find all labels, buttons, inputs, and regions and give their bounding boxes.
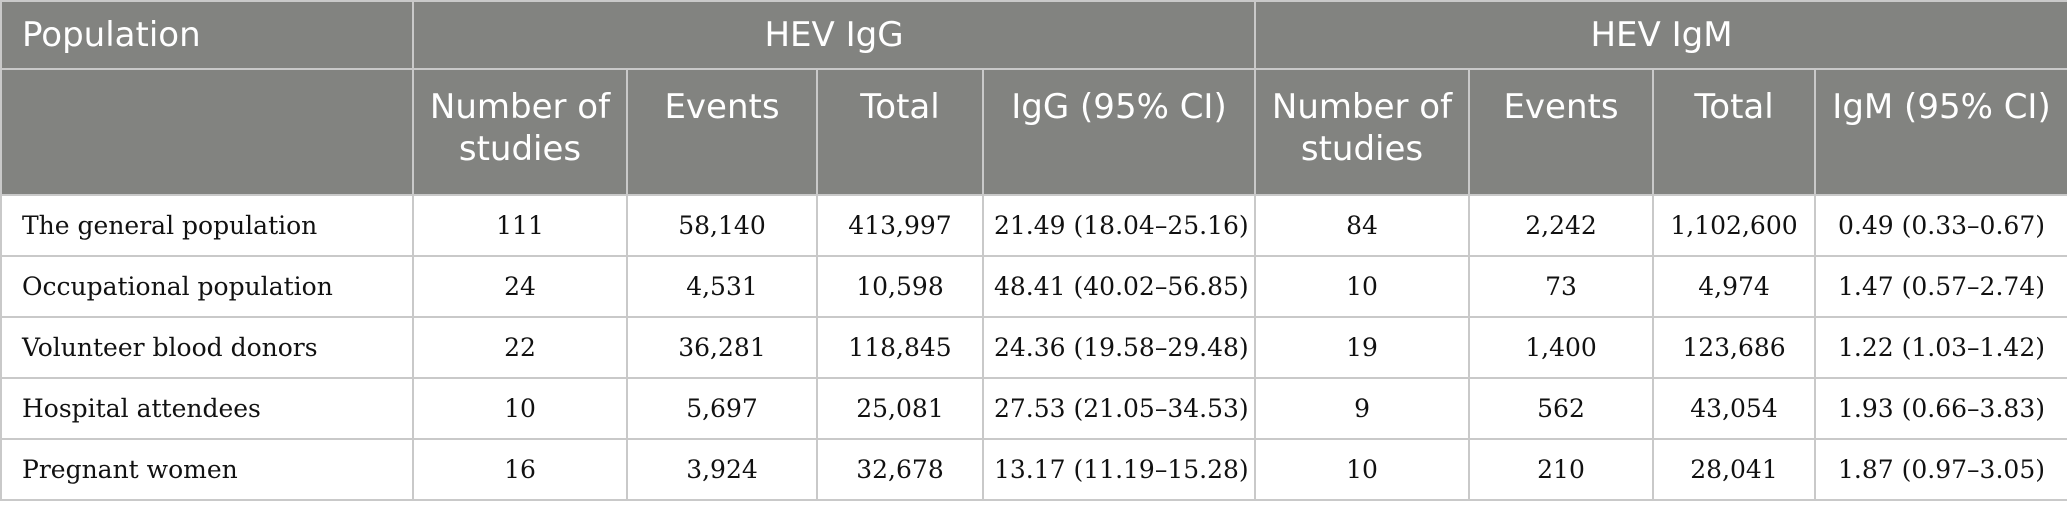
cell-igg-ci: 13.17 (11.19–15.28) (981, 438, 1257, 501)
cell-igm-ci: 1.87 (0.97–3.05) (1814, 438, 2067, 501)
cell-igg-total: 118,845 (816, 316, 984, 379)
cell-igg-total: 10,598 (816, 255, 984, 318)
cell-igg-events: 36,281 (626, 316, 818, 379)
table-row: Hospital attendees 10 5,697 25,081 27.53… (0, 377, 2067, 440)
cell-igm-total: 43,054 (1652, 377, 1817, 440)
row-label: Hospital attendees (0, 377, 414, 440)
cell-igm-ci: 1.22 (1.03–1.42) (1814, 316, 2067, 379)
cell-igg-events: 58,140 (626, 194, 818, 257)
header-igm-ci: IgM (95% CI) (1814, 68, 2067, 196)
cell-igm-studies: 10 (1254, 438, 1471, 501)
cell-igg-events: 4,531 (626, 255, 818, 318)
table-row: Pregnant women 16 3,924 32,678 13.17 (11… (0, 438, 2067, 501)
header-population: Population (0, 0, 414, 70)
row-label: Pregnant women (0, 438, 414, 501)
cell-igg-studies: 111 (412, 194, 628, 257)
table-header: Population HEV IgG HEV IgM Number of stu… (0, 0, 2067, 196)
cell-igm-ci: 1.47 (0.57–2.74) (1814, 255, 2067, 318)
cell-igm-total: 28,041 (1652, 438, 1817, 501)
cell-igg-studies: 16 (412, 438, 628, 501)
cell-igg-total: 32,678 (816, 438, 984, 501)
header-igg-total: Total (816, 68, 984, 196)
cell-igm-events: 2,242 (1468, 194, 1655, 257)
cell-igg-ci: 21.49 (18.04–25.16) (981, 194, 1257, 257)
cell-igg-ci: 48.41 (40.02–56.85) (981, 255, 1257, 318)
table-row: Occupational population 24 4,531 10,598 … (0, 255, 2067, 318)
header-igg-events: Events (626, 68, 818, 196)
cell-igm-events: 1,400 (1468, 316, 1655, 379)
header-igg-ci: IgG (95% CI) (981, 68, 1257, 196)
header-igg-number-of-studies: Number of studies (412, 68, 628, 196)
table-row: The general population 111 58,140 413,99… (0, 194, 2067, 257)
header-group-igm: HEV IgM (1254, 0, 2067, 70)
cell-igm-total: 4,974 (1652, 255, 1817, 318)
header-igm-total: Total (1652, 68, 1817, 196)
cell-igg-total: 25,081 (816, 377, 984, 440)
cell-igg-ci: 27.53 (21.05–34.53) (981, 377, 1257, 440)
cell-igg-ci: 24.36 (19.58–29.48) (981, 316, 1257, 379)
table-row: Volunteer blood donors 22 36,281 118,845… (0, 316, 2067, 379)
cell-igm-ci: 1.93 (0.66–3.83) (1814, 377, 2067, 440)
cell-igm-events: 210 (1468, 438, 1655, 501)
cell-igm-events: 562 (1468, 377, 1655, 440)
cell-igm-studies: 19 (1254, 316, 1471, 379)
header-igm-events: Events (1468, 68, 1655, 196)
cell-igm-total: 123,686 (1652, 316, 1817, 379)
cell-igg-studies: 22 (412, 316, 628, 379)
cell-igg-total: 413,997 (816, 194, 984, 257)
cell-igm-ci: 0.49 (0.33–0.67) (1814, 194, 2067, 257)
cell-igm-studies: 84 (1254, 194, 1471, 257)
row-label: Volunteer blood donors (0, 316, 414, 379)
row-label: Occupational population (0, 255, 414, 318)
cell-igg-events: 3,924 (626, 438, 818, 501)
cell-igm-total: 1,102,600 (1652, 194, 1817, 257)
table-body: The general population 111 58,140 413,99… (0, 194, 2067, 501)
header-group-igg: HEV IgG (411, 0, 1257, 70)
row-label: The general population (0, 194, 414, 257)
cell-igm-events: 73 (1468, 255, 1655, 318)
header-igm-number-of-studies: Number of studies (1254, 68, 1471, 196)
cell-igg-studies: 10 (412, 377, 628, 440)
cell-igg-events: 5,697 (626, 377, 818, 440)
header-blank (0, 68, 414, 196)
cell-igg-studies: 24 (412, 255, 628, 318)
cell-igm-studies: 9 (1254, 377, 1471, 440)
cell-igm-studies: 10 (1254, 255, 1471, 318)
